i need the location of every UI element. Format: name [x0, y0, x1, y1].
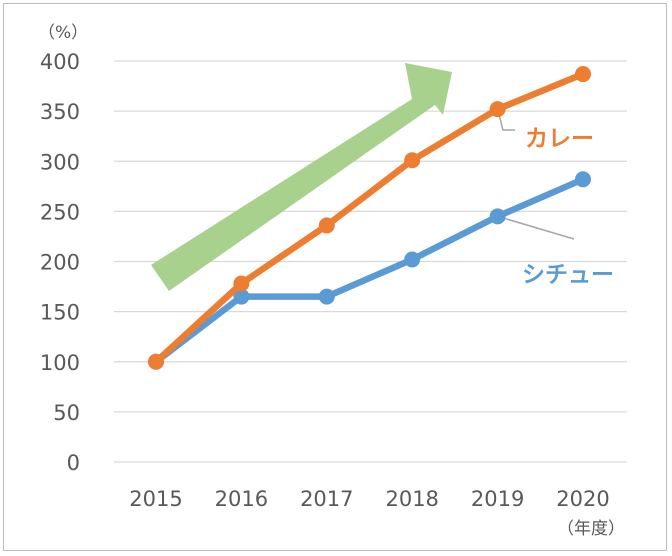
data-point — [148, 353, 164, 370]
x-tick-label: 2017 — [300, 487, 353, 511]
y-tick-label: 150 — [40, 301, 80, 325]
trend-arrow-shape — [151, 63, 452, 291]
x-axis-unit: （年度） — [557, 519, 625, 539]
data-point — [489, 101, 506, 118]
y-tick-label: 300 — [40, 150, 80, 174]
data-point — [318, 288, 335, 305]
series-label-curry: カレー — [525, 126, 594, 152]
data-point — [233, 288, 250, 305]
chart-frame — [3, 3, 667, 551]
data-point — [404, 152, 421, 169]
x-tick-label: 2018 — [385, 487, 438, 511]
series-label-stew: シチュー — [522, 262, 614, 288]
series-line-0 — [152, 70, 587, 365]
x-tick-label: 2016 — [215, 487, 268, 511]
data-point — [404, 251, 421, 268]
y-tick-label: 200 — [40, 251, 80, 275]
data-point — [575, 171, 591, 188]
data-point — [233, 275, 250, 292]
data-point — [489, 208, 506, 225]
y-tick-label: 250 — [40, 200, 80, 224]
x-tick-label: 2020 — [556, 487, 609, 511]
series-line-1 — [152, 176, 587, 365]
y-tick-label: 100 — [40, 351, 80, 375]
y-axis-unit: （%） — [38, 23, 88, 43]
data-point — [318, 217, 335, 234]
leader-line-stew — [497, 215, 575, 240]
y-tick-label: 400 — [40, 50, 80, 74]
x-tick-label: 2015 — [129, 487, 182, 511]
y-tick-label: 350 — [40, 100, 80, 124]
x-tick-label: 2019 — [471, 487, 524, 511]
y-tick-label: 0 — [67, 451, 80, 475]
y-tick-label: 50 — [53, 401, 80, 425]
data-point — [575, 66, 591, 83]
